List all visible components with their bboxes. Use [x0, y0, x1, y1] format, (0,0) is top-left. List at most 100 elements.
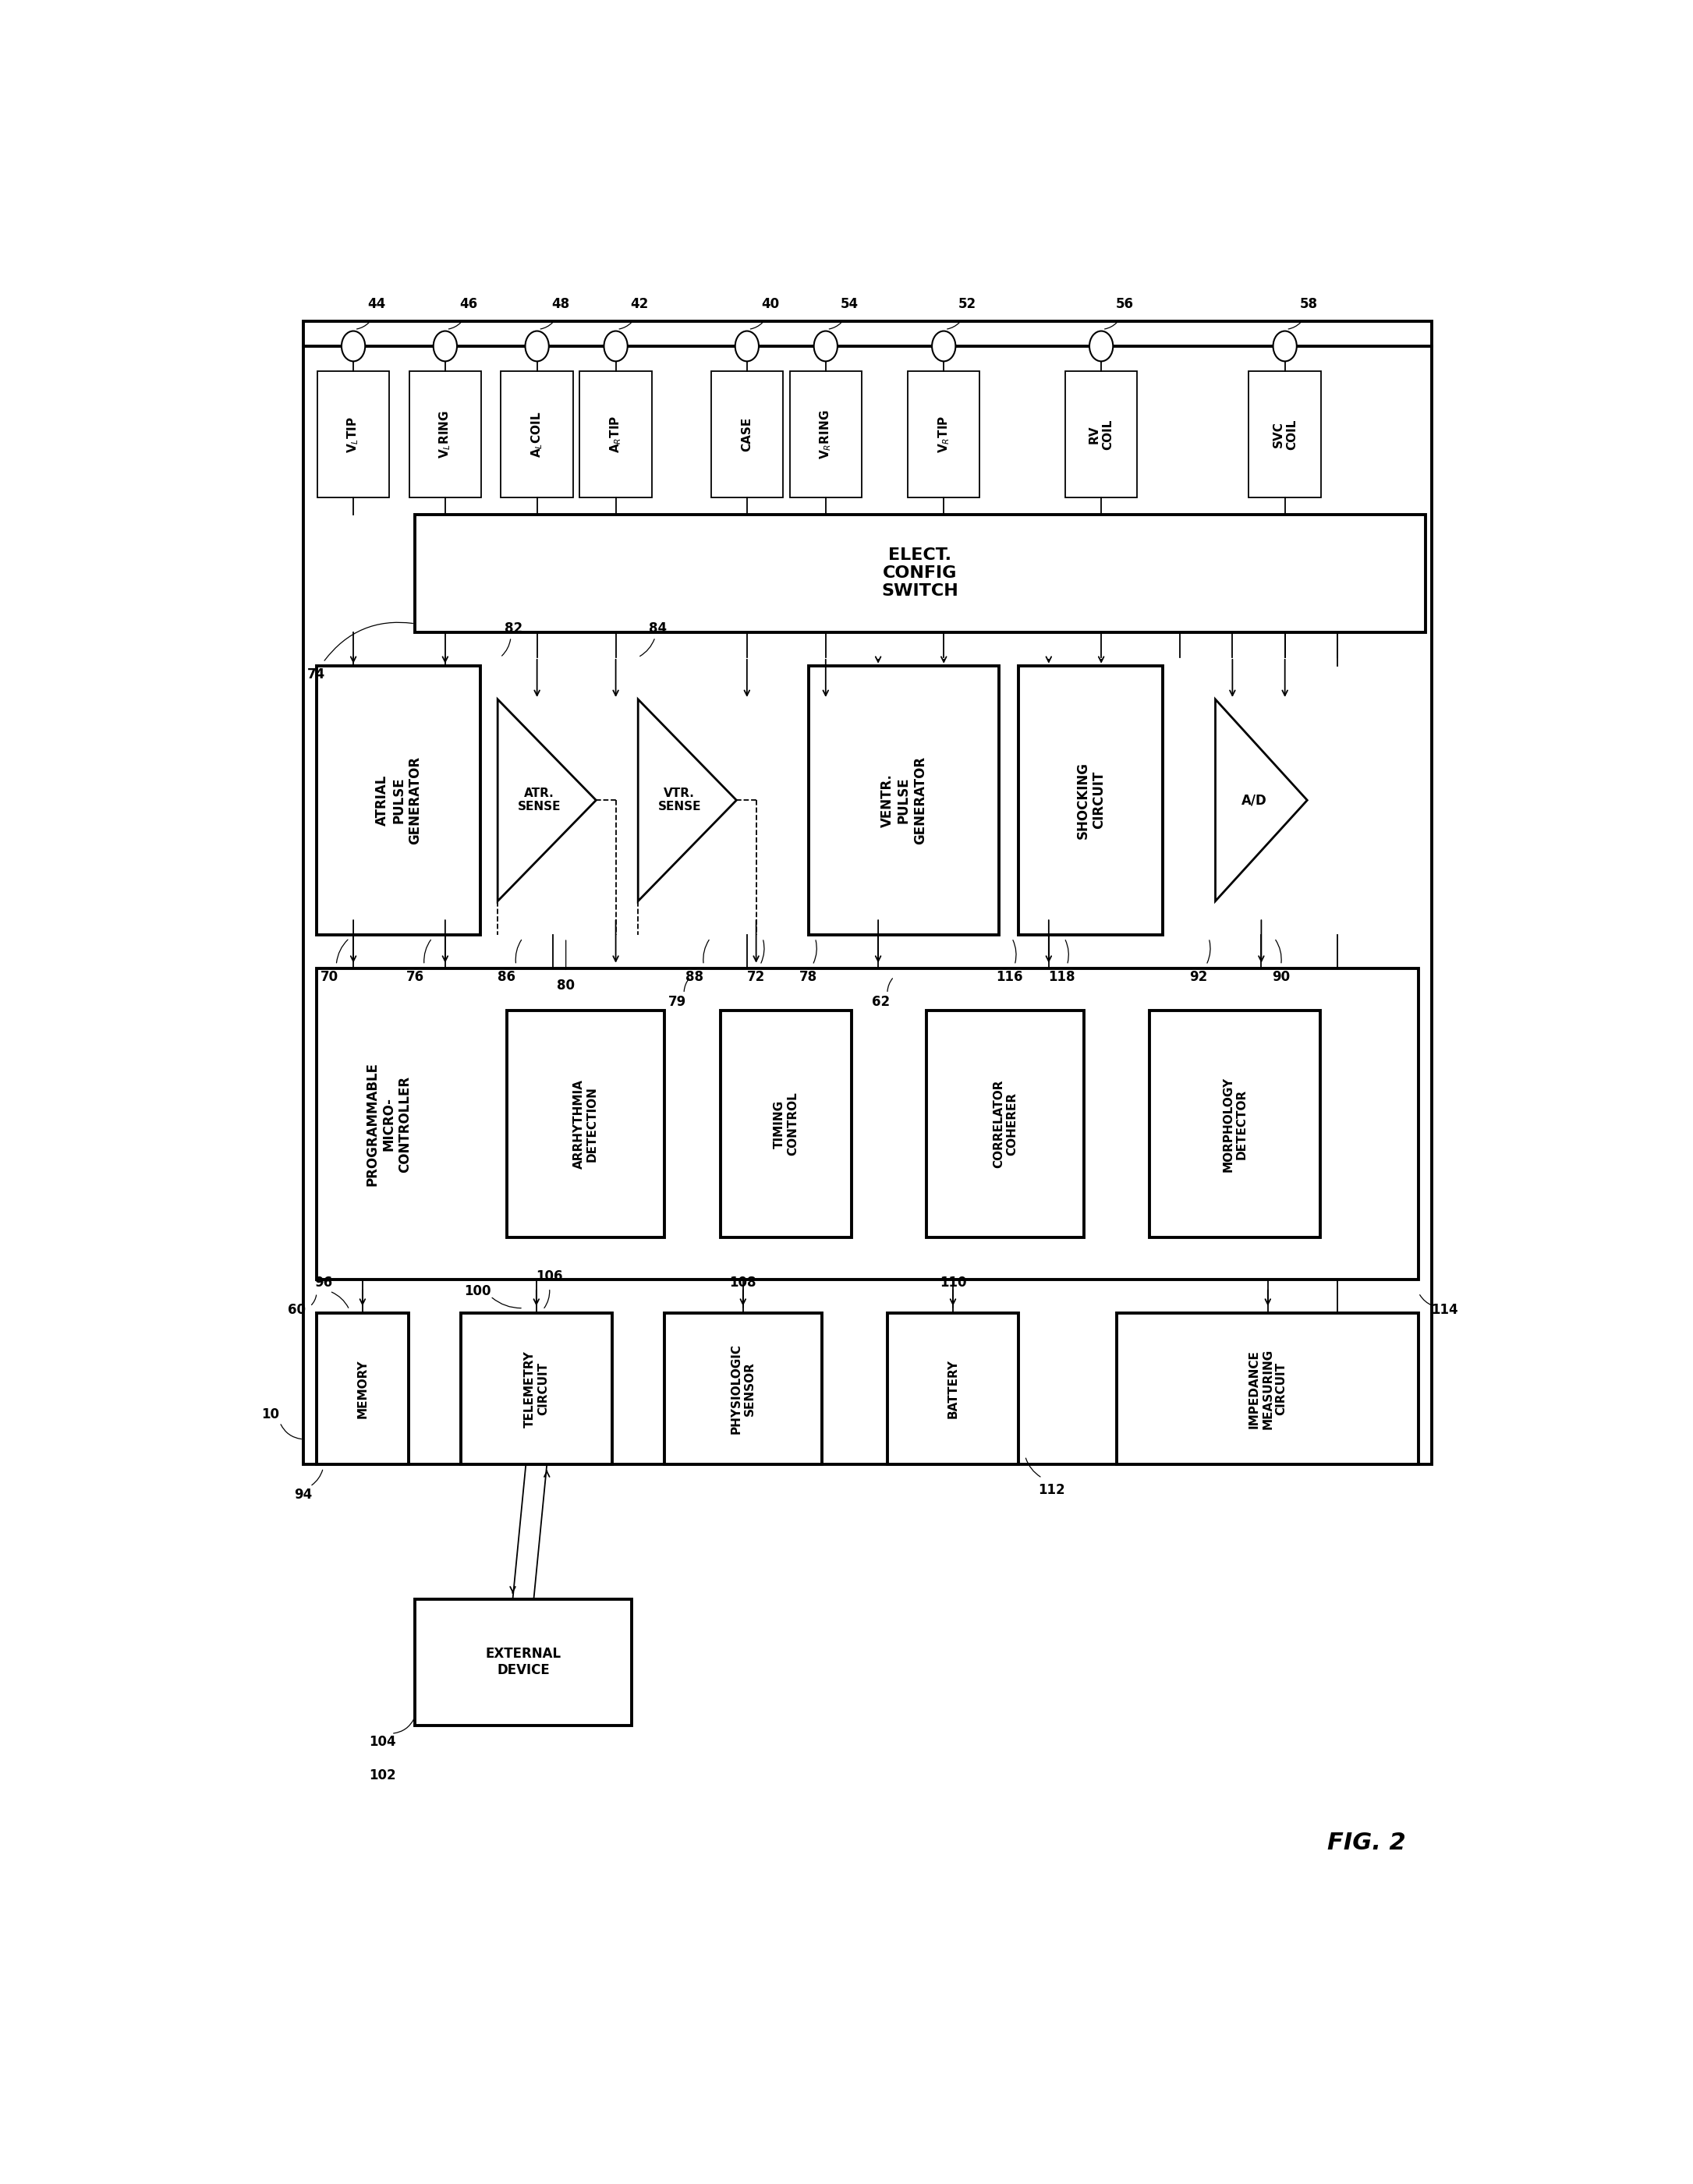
Bar [1117, 1313, 1419, 1465]
Text: 56: 56 [1116, 297, 1134, 310]
Text: 106: 106 [537, 1269, 564, 1284]
Text: MEMORY: MEMORY [357, 1358, 369, 1417]
Bar [907, 371, 980, 498]
Text: 42: 42 [630, 297, 648, 310]
Text: 76: 76 [406, 970, 423, 983]
Bar [501, 371, 574, 498]
Bar [721, 1011, 852, 1238]
Text: 84: 84 [648, 622, 667, 636]
Text: V$_L$TIP: V$_L$TIP [345, 417, 361, 452]
Circle shape [525, 332, 549, 360]
Text: RV
COIL: RV COIL [1089, 419, 1114, 450]
Bar [809, 666, 999, 935]
Bar [711, 371, 784, 498]
Text: SVC
COIL: SVC COIL [1271, 419, 1297, 450]
Text: A$_L$COIL: A$_L$COIL [530, 411, 545, 459]
Text: 104: 104 [369, 1734, 396, 1749]
Circle shape [931, 332, 955, 360]
Bar [317, 371, 389, 498]
Text: 58: 58 [1300, 297, 1317, 310]
Text: 96: 96 [315, 1275, 332, 1291]
Text: 86: 86 [498, 970, 516, 983]
Text: 10: 10 [262, 1406, 279, 1422]
Bar [317, 968, 1419, 1280]
Text: ELECT.
CONFIG
SWITCH: ELECT. CONFIG SWITCH [882, 548, 958, 598]
Text: 72: 72 [747, 970, 765, 983]
Text: ATR.
SENSE: ATR. SENSE [518, 788, 560, 812]
Text: 110: 110 [940, 1275, 967, 1291]
Text: 80: 80 [557, 978, 576, 992]
Text: ATRIAL
PULSE
GENERATOR: ATRIAL PULSE GENERATOR [376, 756, 422, 845]
Text: SHOCKING
CIRCUIT: SHOCKING CIRCUIT [1075, 762, 1106, 839]
Text: 108: 108 [730, 1275, 757, 1291]
Bar [579, 371, 652, 498]
Text: PHYSIOLOGIC
SENSOR: PHYSIOLOGIC SENSOR [730, 1343, 755, 1435]
Circle shape [814, 332, 838, 360]
Text: FIG. 2: FIG. 2 [1327, 1832, 1405, 1854]
Text: PROGRAMMABLE
MICRO-
CONTROLLER: PROGRAMMABLE MICRO- CONTROLLER [366, 1061, 411, 1186]
Text: 62: 62 [872, 996, 891, 1009]
Text: 52: 52 [958, 297, 977, 310]
Circle shape [1273, 332, 1297, 360]
Text: V$_R$TIP: V$_R$TIP [936, 415, 951, 454]
Text: EXTERNAL
DEVICE: EXTERNAL DEVICE [486, 1647, 560, 1677]
Text: 70: 70 [320, 970, 339, 983]
Text: 92: 92 [1188, 970, 1207, 983]
Text: 48: 48 [552, 297, 569, 310]
Text: V$_R$RING: V$_R$RING [818, 411, 833, 459]
Bar [506, 1011, 664, 1238]
Text: 82: 82 [505, 622, 523, 636]
Text: 78: 78 [799, 970, 818, 983]
Text: CORRELATOR
COHERER: CORRELATOR COHERER [992, 1079, 1017, 1168]
Text: IMPEDANCE
MEASURING
CIRCUIT: IMPEDANCE MEASURING CIRCUIT [1248, 1348, 1287, 1428]
Text: ARRHYTHMIA
DETECTION: ARRHYTHMIA DETECTION [572, 1079, 598, 1168]
Text: 112: 112 [1038, 1483, 1065, 1496]
Circle shape [1089, 332, 1112, 360]
Text: 88: 88 [686, 970, 703, 983]
Text: 46: 46 [460, 297, 477, 310]
Bar [1150, 1011, 1321, 1238]
Text: 79: 79 [669, 996, 686, 1009]
Bar [887, 1313, 1019, 1465]
Bar [317, 666, 481, 935]
Text: 60: 60 [288, 1302, 306, 1317]
Bar [415, 515, 1426, 631]
Text: CASE: CASE [742, 417, 753, 452]
Circle shape [604, 332, 628, 360]
Text: BATTERY: BATTERY [946, 1358, 958, 1417]
Text: A$_R$TIP: A$_R$TIP [608, 415, 623, 454]
Bar [1019, 666, 1163, 935]
Bar [926, 1011, 1084, 1238]
Text: 100: 100 [464, 1284, 491, 1297]
Bar [664, 1313, 821, 1465]
Bar [1249, 371, 1321, 498]
Polygon shape [498, 699, 596, 902]
Text: 44: 44 [367, 297, 386, 310]
Text: MORPHOLOGY
DETECTOR: MORPHOLOGY DETECTOR [1222, 1077, 1248, 1171]
Bar [789, 371, 862, 498]
Text: 40: 40 [762, 297, 779, 310]
Text: 94: 94 [295, 1487, 313, 1503]
Text: TIMING
CONTROL: TIMING CONTROL [774, 1092, 799, 1155]
Text: VTR.
SENSE: VTR. SENSE [659, 788, 701, 812]
Text: TELEMETRY
CIRCUIT: TELEMETRY CIRCUIT [523, 1350, 549, 1428]
Text: 118: 118 [1048, 970, 1075, 983]
Polygon shape [638, 699, 736, 902]
Text: 116: 116 [995, 970, 1023, 983]
Bar [317, 1313, 408, 1465]
Text: VENTR.
PULSE
GENERATOR: VENTR. PULSE GENERATOR [880, 756, 928, 845]
Bar [410, 371, 481, 498]
Circle shape [735, 332, 758, 360]
Text: V$_L$RING: V$_L$RING [438, 411, 452, 459]
Text: 74: 74 [308, 666, 325, 681]
Circle shape [433, 332, 457, 360]
Text: 54: 54 [840, 297, 858, 310]
Bar [1065, 371, 1138, 498]
Text: 90: 90 [1271, 970, 1290, 983]
Bar [460, 1313, 611, 1465]
Bar [415, 1599, 631, 1725]
Circle shape [342, 332, 366, 360]
Text: 114: 114 [1432, 1302, 1458, 1317]
Text: A/D: A/D [1241, 793, 1266, 808]
Polygon shape [1216, 699, 1307, 902]
